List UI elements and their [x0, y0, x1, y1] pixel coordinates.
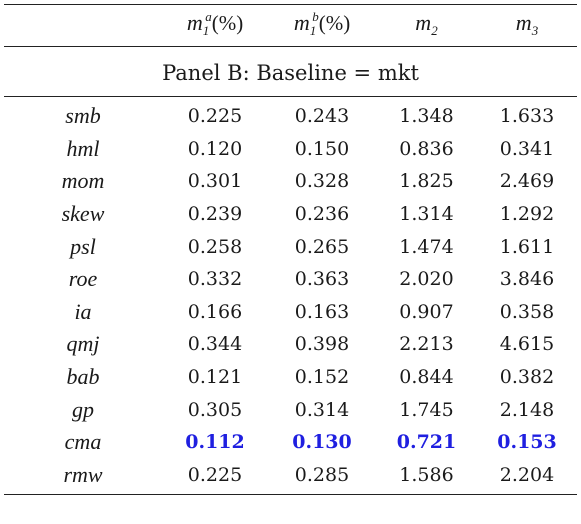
row-value: 0.153: [497, 431, 557, 454]
header-row: m1a(%) m1b(%) m2 m3: [4, 6, 577, 42]
row-value: 0.328: [294, 170, 350, 193]
row-label: roe: [68, 266, 98, 292]
row-value: 0.130: [292, 431, 352, 454]
row-value: 0.344: [187, 333, 243, 356]
row-value: 0.363: [294, 268, 350, 291]
row-label: psl: [70, 233, 96, 259]
panel-title: Panel B: Baseline = mkt: [162, 61, 419, 85]
table-row: rmw 0.225 0.285 1.586 2.204: [4, 459, 577, 492]
header-rule: [4, 46, 577, 47]
row-value: 2.148: [499, 398, 555, 421]
row-value: 0.398: [294, 333, 350, 356]
row-value: 0.382: [499, 366, 555, 389]
row-value: 0.341: [499, 137, 555, 160]
row-value: 2.469: [499, 170, 555, 193]
row-label: mom: [61, 168, 105, 194]
row-label: smb: [65, 103, 101, 129]
row-value: 0.265: [294, 235, 350, 258]
table-body: smb 0.225 0.243 1.348 1.633 hml 0.120 0.150 0.83…: [4, 100, 577, 491]
header-cell-blank: [4, 6, 162, 42]
row-label: ia: [74, 298, 92, 324]
table-row: psl 0.258 0.265 1.474 1.611: [4, 230, 577, 263]
row-value: 4.615: [499, 333, 555, 356]
row-value: 1.586: [399, 463, 454, 486]
row-value: 0.907: [399, 300, 454, 323]
row-value: 2.204: [499, 463, 555, 486]
row-label: cma: [64, 429, 102, 455]
row-value: 1.611: [499, 235, 555, 258]
row-value: 1.348: [399, 105, 454, 128]
row-value: 1.745: [399, 398, 454, 421]
table-row: roe 0.332 0.363 2.020 3.846: [4, 263, 577, 296]
table-row: ia 0.166 0.163 0.907 0.358: [4, 296, 577, 329]
row-value: 0.844: [399, 366, 454, 389]
row-label: skew: [61, 201, 105, 227]
row-value: 0.243: [294, 105, 350, 128]
bottom-rule: [4, 494, 577, 495]
table-row: gp 0.305 0.314 1.745 2.148: [4, 393, 577, 426]
row-value: 0.358: [499, 300, 555, 323]
row-label: rmw: [63, 461, 103, 487]
row-value: 0.152: [294, 366, 350, 389]
row-value: 0.225: [187, 105, 243, 128]
header-cell-m2: m2: [415, 9, 438, 38]
row-value: 2.020: [399, 268, 454, 291]
row-value: 0.258: [187, 235, 243, 258]
row-value: 1.825: [399, 170, 454, 193]
row-label: bab: [66, 364, 100, 390]
row-value: 0.285: [294, 463, 350, 486]
table-row: cma 0.112 0.130 0.721 0.153: [4, 426, 577, 459]
row-value: 0.314: [294, 398, 350, 421]
row-value: 0.721: [396, 431, 457, 454]
header-cell-m1b: m1b(%): [293, 9, 351, 38]
row-value: 0.225: [187, 463, 243, 486]
row-value: 1.314: [399, 203, 454, 226]
row-value: 0.305: [187, 398, 243, 421]
row-value: 0.239: [187, 203, 243, 226]
table-header: m1a(%) m1b(%) m2 m3: [4, 6, 577, 42]
row-label: hml: [66, 135, 100, 161]
row-value: 1.633: [499, 105, 555, 128]
row-value: 0.150: [294, 137, 350, 160]
row-value: 0.236: [294, 203, 350, 226]
row-value: 2.213: [399, 333, 454, 356]
table-row: qmj 0.344 0.398 2.213 4.615: [4, 328, 577, 361]
row-value: 0.112: [185, 431, 245, 454]
table-row: smb 0.225 0.243 1.348 1.633: [4, 100, 577, 133]
header-cell-m1a: m1a(%): [186, 9, 244, 38]
row-value: 1.474: [399, 235, 454, 258]
table-row: hml 0.120 0.150 0.836 0.341: [4, 133, 577, 166]
row-value: 3.846: [499, 268, 555, 291]
row-label: gp: [72, 396, 94, 422]
row-value: 0.166: [187, 300, 243, 323]
table-row: mom 0.301 0.328 1.825 2.469: [4, 165, 577, 198]
row-value: 0.836: [399, 137, 454, 160]
row-value: 0.301: [187, 170, 243, 193]
panel-rule: [4, 96, 577, 97]
row-value: 0.332: [187, 268, 243, 291]
row-value: 0.121: [187, 366, 243, 389]
row-value: 0.120: [187, 137, 243, 160]
table-row: bab 0.121 0.152 0.844 0.382: [4, 361, 577, 394]
row-label: qmj: [66, 331, 100, 357]
top-rule: [4, 4, 577, 5]
row-value: 0.163: [294, 300, 350, 323]
row-value: 1.292: [499, 203, 555, 226]
table-row: skew 0.239 0.236 1.314 1.292: [4, 198, 577, 231]
header-cell-m3: m3: [515, 9, 539, 38]
